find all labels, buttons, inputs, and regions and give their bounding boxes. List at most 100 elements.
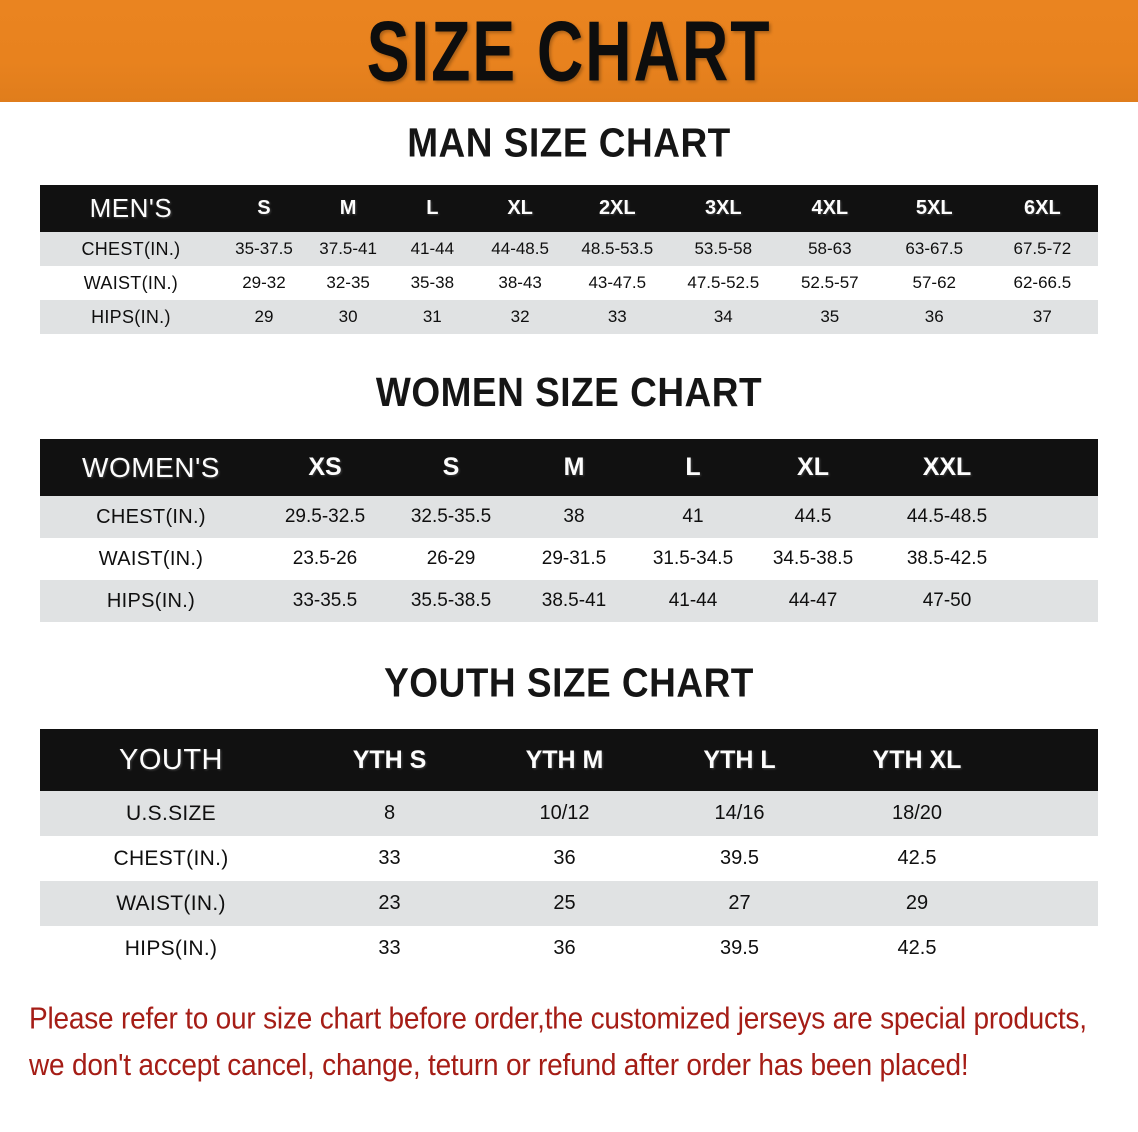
youth-size-chart-section: YOUTH SIZE CHART YOUTH YTH S YTH M YTH L… [0,659,1138,971]
table-cell-spacer [1007,926,1098,971]
table-cell: 31 [422,307,442,326]
table-cell: 32-35 [326,273,370,292]
men-col-header: S [221,185,307,232]
table-cell: 37.5-41 [319,239,377,258]
table-cell-spacer [1007,881,1098,926]
table-cell: 8 [383,802,396,824]
table-cell: 25 [553,892,576,914]
women-row-label: CHEST(IN.) [96,505,206,528]
table-cell-spacer [1020,496,1098,538]
table-cell: 39.5 [720,847,759,869]
table-cell: 47.5-52.5 [687,273,760,292]
women-header-row: WOMEN'S XS S M L XL XXL [40,439,1098,496]
table-row: HIPS(IN.) 29 30 31 32 33 34 35 36 37 [40,300,1098,334]
table-cell: 42.5 [897,937,937,959]
table-cell: 29.5-32.5 [284,506,366,527]
women-row-label: HIPS(IN.) [106,589,196,612]
men-row-label: HIPS(IN.) [91,306,171,327]
men-col-header: 4XL [777,185,882,232]
table-cell: 48.5-53.5 [581,239,654,258]
men-col-header: L [390,185,475,232]
men-size-chart-section: MAN SIZE CHART MEN'S S M L XL 2XL 3XL 4X… [0,119,1138,334]
table-cell: 42.5 [897,847,937,869]
table-row: WAIST(IN.) 23 25 27 29 [40,881,1098,926]
table-cell-spacer [1007,836,1098,881]
table-cell: 29 [905,892,929,914]
men-col-header: M [306,185,391,232]
women-col-header: M [514,439,634,496]
table-cell: 29-32 [242,273,286,292]
table-cell: 43-47.5 [588,273,647,292]
table-cell: 52.5-57 [800,273,859,292]
table-cell: 37 [1032,307,1052,326]
men-col-header: XL [474,185,566,232]
women-col-header: XL [752,439,874,496]
table-row: HIPS(IN.) 33 36 39.5 42.5 [40,926,1098,971]
youth-col-header: YTH XL [827,729,1007,791]
women-size-chart-section: WOMEN SIZE CHART WOMEN'S XS S M L XL XXL… [0,369,1138,622]
table-cell: 14/16 [714,802,765,824]
youth-section-title: YOUTH SIZE CHART [384,659,754,706]
women-col-header: XXL [874,439,1020,496]
table-row: CHEST(IN.) 35-37.5 37.5-41 41-44 44-48.5… [40,232,1098,266]
table-cell: 57-62 [912,273,956,292]
table-cell: 58-63 [808,239,852,258]
men-section-title: MAN SIZE CHART [407,119,731,166]
table-cell: 18/20 [891,802,943,824]
table-row: U.S.SIZE 8 10/12 14/16 18/20 [40,791,1098,836]
table-cell: 33-35.5 [292,590,358,611]
disclaimer-line-1: Please refer to our size chart before or… [29,1001,1087,1035]
table-cell: 38-43 [498,273,542,292]
table-cell: 38.5-41 [541,590,607,611]
table-cell: 36 [553,847,576,869]
table-cell: 44.5-48.5 [906,506,988,527]
table-cell: 27 [728,892,751,914]
youth-header-row: YOUTH YTH S YTH M YTH L YTH XL [40,729,1098,791]
women-section-title: WOMEN SIZE CHART [375,369,763,416]
table-cell-spacer [1020,538,1098,580]
men-col-header: 5XL [881,185,987,232]
table-cell: 53.5-58 [694,239,753,258]
table-cell: 10/12 [539,802,590,824]
table-cell: 41 [682,506,704,527]
table-cell: 26-29 [426,548,476,569]
table-cell: 31.5-34.5 [652,548,734,569]
table-cell: 39.5 [720,937,759,959]
table-row: CHEST(IN.) 33 36 39.5 42.5 [40,836,1098,881]
women-row-label: WAIST(IN.) [98,547,204,570]
women-col-header: L [634,439,752,496]
table-row: WAIST(IN.) 23.5-26 26-29 29-31.5 31.5-34… [40,538,1098,580]
men-row-label: WAIST(IN.) [83,272,179,293]
men-corner-label: MEN'S [40,185,222,232]
table-cell: 36 [924,307,944,326]
table-row: HIPS(IN.) 33-35.5 35.5-38.5 38.5-41 41-4… [40,580,1098,622]
men-col-header: 6XL [986,185,1098,232]
youth-col-header: YTH L [652,729,827,791]
table-cell: 44-48.5 [491,239,549,258]
disclaimer-note: Please refer to our size chart before or… [29,995,1109,1089]
table-row: WAIST(IN.) 29-32 32-35 35-38 38-43 43-47… [40,266,1098,300]
table-cell: 36 [553,937,576,959]
table-cell: 35-37.5 [235,239,293,258]
table-cell: 44-47 [788,590,838,611]
women-size-table: WOMEN'S XS S M L XL XXL CHEST(IN.) 29.5-… [40,439,1098,622]
table-cell: 23 [378,892,401,914]
page-title: SIZE CHART [366,3,772,99]
men-row-label: CHEST(IN.) [81,238,181,259]
table-cell: 33 [607,307,627,326]
table-cell: 29 [254,307,274,326]
table-cell: 32 [510,307,530,326]
youth-row-label: HIPS(IN.) [124,936,218,960]
table-cell: 34.5-38.5 [772,548,854,569]
table-cell: 35 [820,307,840,326]
table-cell: 44.5 [794,506,832,527]
men-col-header: 3XL [668,185,778,232]
women-col-header: S [388,439,514,496]
women-header-spacer [1020,439,1098,496]
men-col-header: 2XL [565,185,669,232]
table-cell: 33 [378,937,401,959]
table-cell: 32.5-35.5 [410,506,492,527]
table-cell: 33 [378,847,401,869]
table-cell: 41-44 [410,239,455,258]
table-cell-spacer [1007,791,1098,836]
